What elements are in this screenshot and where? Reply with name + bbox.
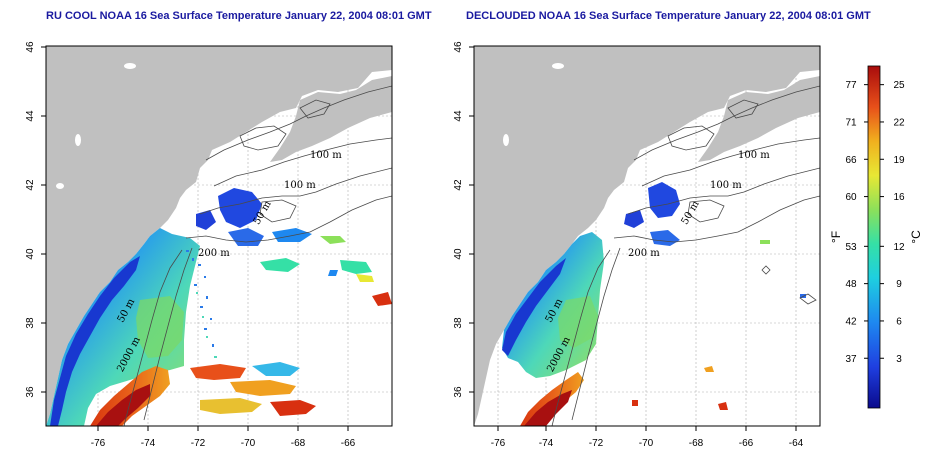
left-y-tick-label: 46 [25, 41, 36, 53]
celsius-tick-label: 3 [896, 354, 902, 365]
left-y-tick-label: 40 [25, 248, 36, 260]
left-x-tick-label: -76 [91, 438, 106, 449]
celsius-tick-label: 12 [893, 242, 905, 253]
right-map-panel: 100 m 100 m 50 m 200 m 50 m 2000 m -76 -… [453, 41, 821, 449]
right-x-tick-label: -66 [739, 438, 754, 449]
left-map-title: RU COOL NOAA 16 Sea Surface Temperature … [46, 10, 432, 22]
right-x-tick-label: -64 [789, 438, 804, 449]
left-sst-shelf [46, 228, 200, 426]
right-y-tick-label: 38 [453, 317, 464, 329]
celsius-tick-label: 9 [896, 279, 902, 290]
left-y-tick-label: 38 [25, 317, 36, 329]
right-depth-label-2: 100 m [710, 180, 742, 191]
right-x-tick-label: -74 [539, 438, 554, 449]
right-x-tick-label: -76 [491, 438, 506, 449]
left-y-ticks [41, 46, 46, 393]
celsius-tick-label: 6 [896, 316, 902, 327]
celsius-tick-label: 25 [893, 80, 905, 91]
fahrenheit-tick-label: 71 [845, 117, 857, 128]
colorbar-ticks: 77 25 71 22 66 19 60 16 53 12 48 9 42 6 37 3 [845, 80, 905, 365]
right-y-tick-label: 36 [453, 386, 464, 398]
colorbar: 77 25 71 22 66 19 60 16 53 12 48 9 42 6 37 3 °F °C [829, 65, 923, 409]
right-contours [551, 85, 820, 426]
left-x-tick-label: -68 [291, 438, 306, 449]
right-y-tick-label: 42 [453, 179, 464, 191]
right-x-tick-label: -70 [639, 438, 654, 449]
right-map-title: DECLOUDED NOAA 16 Sea Surface Temperatur… [466, 10, 871, 22]
left-cold-patch [218, 188, 262, 228]
left-x-tick-label: -74 [141, 438, 156, 449]
fahrenheit-tick-label: 53 [845, 242, 857, 253]
right-x-tick-label: -72 [589, 438, 604, 449]
left-depth-label-4: 200 m [198, 248, 230, 259]
fahrenheit-tick-label: 42 [845, 316, 857, 327]
celsius-unit-label: °C [909, 230, 923, 244]
right-cold-patch [648, 182, 680, 218]
right-depth-label-4: 200 m [628, 248, 660, 259]
right-x-tick-label: -68 [689, 438, 704, 449]
left-x-ticks [97, 426, 349, 431]
celsius-tick-label: 22 [893, 117, 905, 128]
right-y-tick-label: 40 [453, 248, 464, 260]
left-x-tick-label: -70 [241, 438, 256, 449]
celsius-tick-label: 19 [893, 155, 905, 166]
celsius-tick-label: 16 [893, 192, 905, 203]
right-land [474, 46, 820, 426]
fahrenheit-tick-label: 66 [845, 155, 857, 166]
fahrenheit-tick-label: 48 [845, 279, 857, 290]
right-x-ticks [497, 426, 797, 431]
left-depth-label-2: 100 m [284, 180, 316, 191]
right-y-ticks [469, 46, 474, 393]
left-x-tick-label: -72 [191, 438, 206, 449]
left-land [46, 46, 392, 426]
fahrenheit-unit-label: °F [829, 231, 843, 243]
right-depth-label-1: 100 m [738, 150, 770, 161]
right-y-tick-label: 44 [453, 110, 464, 122]
left-depth-label-1: 100 m [310, 150, 342, 161]
left-map-panel: 100 m 100 m 50 m 200 m 50 m 2000 m -76 -… [25, 41, 393, 449]
left-y-tick-label: 36 [25, 386, 36, 398]
fahrenheit-tick-label: 60 [845, 192, 857, 203]
right-y-tick-label: 46 [453, 41, 464, 53]
colorbar-gradient [867, 65, 881, 409]
left-nova-scotia [270, 76, 392, 162]
fahrenheit-tick-label: 77 [845, 80, 857, 91]
left-y-tick-label: 44 [25, 110, 36, 122]
left-x-tick-label: -66 [341, 438, 356, 449]
left-y-tick-label: 42 [25, 179, 36, 191]
fahrenheit-tick-label: 37 [845, 354, 857, 365]
left-contours [123, 85, 392, 426]
